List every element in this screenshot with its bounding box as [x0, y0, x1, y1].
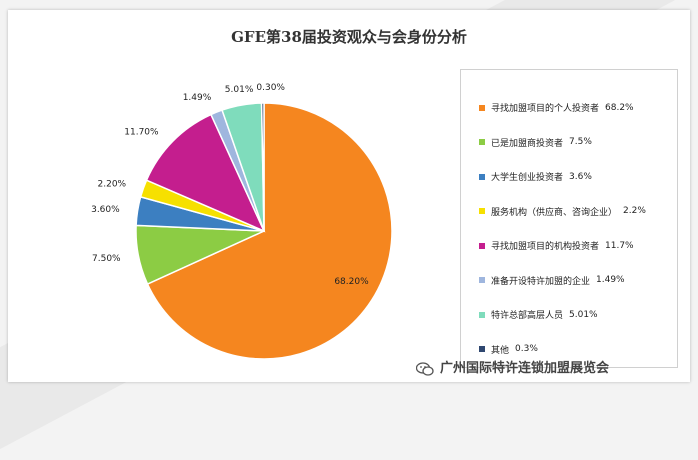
legend-label: 寻找加盟项目的个人投资者 — [491, 104, 600, 114]
legend-swatch — [479, 139, 485, 145]
legend-item: 寻找加盟项目的机构投资者 11.7% — [479, 239, 634, 252]
slice-label: 11.70% — [124, 128, 159, 138]
legend-value: 7.5% — [569, 137, 592, 147]
legend-label: 其他 — [491, 345, 510, 356]
chart-title: GFE第38届投资观众与会身份分析 — [231, 28, 467, 46]
legend-value: 5.01% — [569, 309, 598, 320]
legend-label: 准备开设特许加盟的企业 — [491, 276, 591, 287]
legend-label: 大学生创业投资者 — [491, 173, 564, 183]
legend-item: 服务机构（供应商、咨询企业） 2.2% — [479, 205, 646, 218]
legend-label: 特许总部高层人员 — [491, 311, 564, 321]
legend-swatch — [479, 346, 485, 352]
legend-swatch — [479, 311, 485, 318]
legend-item: 已是加盟商投资者 7.5% — [479, 136, 592, 149]
legend-value: 2.2% — [623, 206, 646, 216]
slice-label: 1.49% — [183, 93, 212, 103]
legend-label: 已是加盟商投资者 — [491, 138, 564, 149]
legend-value: 68.2% — [605, 102, 634, 113]
legend-item: 特许总部高层人员 5.01% — [479, 308, 598, 321]
slice-label: 7.50% — [92, 254, 121, 264]
legend-swatch — [479, 173, 485, 180]
pie-chart: 68.20% 7.50% 3.60% 2.20% 11.70% 1.49% 5.01% 0.3… — [91, 83, 393, 360]
legend-item: 其他 0.3% — [479, 343, 538, 356]
legend-label: 服务机构（供应商、咨询企业） — [491, 207, 618, 218]
wechat-icon — [416, 361, 434, 376]
legend-label: 寻找加盟项目的机构投资者 — [491, 242, 600, 252]
slice-label: 5.01% — [225, 85, 254, 95]
legend-swatch — [479, 277, 485, 283]
chart-legend: 寻找加盟项目的个人投资者 68.2% 已是加盟商投资者 7.5% 大学生创业投资者 3.6… — [460, 69, 678, 368]
pie-slice — [146, 102, 393, 360]
watermark: 广州国际特许连锁加盟展览会 — [416, 357, 609, 376]
legend-swatch — [479, 104, 485, 111]
slice-label: 68.20% — [334, 277, 369, 287]
watermark-text: 广州国际特许连锁加盟展览会 — [440, 361, 610, 376]
legend-value: 11.7% — [605, 240, 634, 251]
legend-item: 准备开设特许加盟的企业 1.49% — [479, 274, 625, 287]
legend-value: 3.6% — [569, 171, 592, 182]
slice-label: 3.60% — [91, 205, 120, 215]
pie-slice — [145, 113, 266, 233]
slice-label: 0.30% — [256, 83, 285, 93]
slice-label: 2.20% — [98, 180, 127, 190]
legend-item: 大学生创业投资者 3.6% — [479, 170, 592, 183]
legend-item: 寻找加盟项目的个人投资者 68.2% — [479, 101, 634, 114]
pie-slice — [260, 102, 265, 232]
chart-card: GFE第38届投资观众与会身份分析 68.20% 7.50% 3.60% 2.20% 1… — [8, 10, 690, 382]
legend-value: 0.3% — [515, 344, 538, 354]
legend-value: 1.49% — [596, 275, 625, 285]
legend-swatch — [479, 208, 485, 214]
legend-swatch — [479, 242, 485, 249]
